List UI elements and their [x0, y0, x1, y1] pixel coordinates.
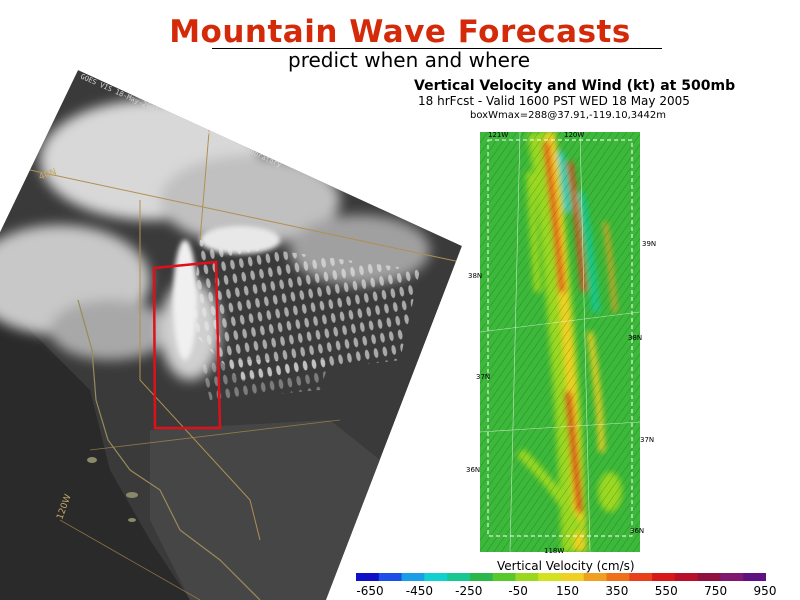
colorbar-tick-label: 750	[704, 584, 728, 598]
colorbar-swatch	[469, 573, 494, 581]
colorbar-swatch	[561, 573, 585, 581]
colorbar-swatch	[606, 573, 630, 581]
colorbar-tick-label: -50	[508, 584, 528, 598]
colorbar-swatch	[743, 573, 766, 581]
colorbar-swatch	[424, 573, 448, 581]
model-lon-120w: 120W	[564, 131, 585, 139]
colorbar-swatch	[515, 573, 539, 581]
model-lat-38n: 38N	[468, 272, 483, 280]
colorbar-tick-label: 950	[753, 584, 777, 598]
colorbar-swatch	[652, 573, 676, 581]
colorbar-swatch	[492, 573, 516, 581]
model-lon-118w: 118W	[544, 547, 565, 555]
colorbar-swatch	[720, 573, 744, 581]
slide-subtitle: predict when and where	[212, 48, 662, 72]
colorbar-label: Vertical Velocity (cm/s)	[497, 559, 635, 573]
model-rlat-36n: 36N	[630, 527, 645, 535]
model-lat-37n: 37N	[476, 373, 491, 381]
model-title: Vertical Velocity and Wind (kt) at 500mb	[414, 78, 736, 94]
colorbar-swatch	[447, 573, 471, 581]
colorbar-tick-label: -250	[455, 584, 483, 598]
colorbar	[356, 573, 766, 581]
colorbar-tick-label: -650	[356, 584, 384, 598]
colorbar-swatch	[674, 573, 699, 581]
colorbar-swatch	[697, 573, 721, 581]
model-rlat-38n: 38N	[628, 334, 643, 342]
model-lon-121w: 121W	[488, 131, 509, 139]
model-lat-36n: 36N	[466, 466, 481, 474]
colorbar-tick-label: 150	[556, 584, 579, 598]
vertical-velocity-map	[480, 132, 640, 552]
slide-title: Mountain Wave Forecasts	[169, 14, 631, 50]
wave-region-highlight	[152, 260, 222, 430]
slide-subtitle-text: predict when and where	[288, 48, 531, 72]
colorbar-swatch	[401, 573, 425, 581]
colorbar-tick-label: -450	[405, 584, 433, 598]
colorbar-swatch	[378, 573, 403, 581]
colorbar-tick-label: 350	[605, 584, 629, 598]
colorbar-tick-label: 550	[654, 584, 678, 598]
model-rlat-39n: 39N	[642, 240, 657, 248]
colorbar-swatch	[538, 573, 562, 581]
colorbar-swatch	[583, 573, 608, 581]
model-rlat-37n: 37N	[640, 436, 655, 444]
colorbar-swatch	[356, 573, 380, 581]
colorbar-swatch	[629, 573, 653, 581]
model-boxwmax: boxWmax=288@37.91,-119.10,3442m	[470, 110, 666, 121]
model-forecast: 18 hrFcst - Valid 1600 PST WED 18 May 20…	[418, 94, 690, 108]
